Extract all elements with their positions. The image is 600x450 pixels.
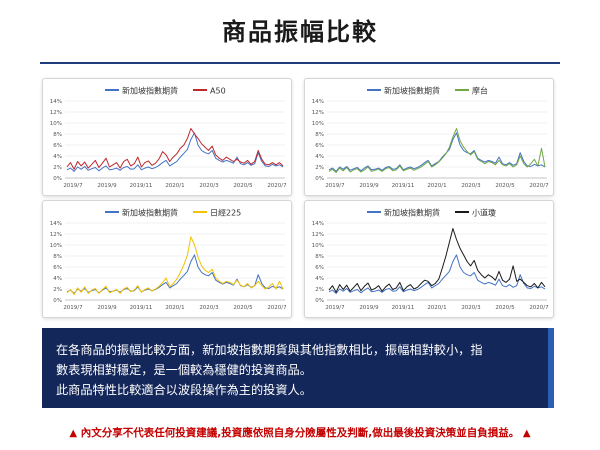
y-tick-label: 4%: [53, 154, 62, 160]
series-line: [328, 228, 546, 293]
x-tick-label: 2019/9: [97, 305, 117, 311]
y-tick-label: 10%: [50, 243, 62, 249]
x-tick-label: 2020/3: [461, 183, 481, 189]
x-tick-label: 2019/7: [63, 183, 83, 189]
x-tick-label: 2020/1: [427, 183, 446, 189]
y-tick-label: 0%: [53, 298, 62, 304]
legend-label: 小道瓊: [472, 208, 496, 218]
chart-msci-taiwan: 新加坡指數期貨 摩台 0% 2% 4% 6% 8% 10% 12% 14% 2019/7 2019/9…: [312, 86, 549, 190]
chart-a50: 新加坡指數期貨 A50 0% 2% 4% 6% 8% 10% 12% 14% 2019/7 2019/…: [50, 86, 287, 190]
legend-label: 日經225: [210, 208, 241, 218]
y-tick-label: 0%: [315, 176, 324, 182]
x-tick-label: 2020/1: [165, 183, 184, 189]
x-tick-label: 2020/5: [495, 183, 515, 189]
summary-line-3: 此商品特性比較適合以波段操作為主的投資人。: [56, 383, 312, 397]
y-tick-label: 8%: [53, 132, 62, 138]
x-tick-label: 2019/7: [325, 183, 345, 189]
y-tick-label: 6%: [53, 143, 62, 149]
y-tick-label: 10%: [50, 121, 62, 127]
y-tick-label: 0%: [315, 298, 324, 304]
y-tick-label: 6%: [315, 265, 324, 271]
y-tick-label: 12%: [50, 110, 62, 116]
y-tick-label: 14%: [50, 221, 62, 227]
chart-legend: 新加坡指數期貨 A50: [105, 86, 226, 96]
disclaimer-text: 內文分享不代表任何投資建議,投資應依照自身分險屬性及判斷,做出最後投資決策並自負…: [80, 427, 520, 439]
legend-label: A50: [210, 87, 226, 96]
x-tick-label: 2019/11: [392, 305, 415, 311]
x-tick-label: 2020/3: [461, 305, 481, 311]
x-tick-label: 2020/5: [233, 183, 253, 189]
x-tick-label: 2019/11: [392, 183, 415, 189]
x-tick-label: 2020/3: [199, 305, 219, 311]
y-tick-label: 12%: [50, 232, 62, 238]
x-tick-label: 2019/7: [63, 305, 83, 311]
y-tick-label: 12%: [312, 110, 324, 116]
summary-line-1: 在各商品的振幅比較方面，新加坡指數期貨與其他指數相比，振幅相對較小，指: [56, 343, 483, 357]
y-tick-label: 6%: [53, 265, 62, 271]
chart-panel-msci-taiwan: 新加坡指數期貨 摩台 0% 2% 4% 6% 8% 10% 12% 14% 2019/7 2019/9…: [304, 78, 554, 196]
y-tick-label: 2%: [53, 165, 62, 171]
y-tick-label: 10%: [312, 243, 324, 249]
y-tick-label: 0%: [53, 176, 62, 182]
y-tick-label: 4%: [53, 276, 62, 282]
legend-label: 新加坡指數期貨: [384, 208, 440, 218]
chart-legend: 新加坡指數期貨 摩台: [367, 86, 488, 96]
x-tick-label: 2020/7: [267, 183, 287, 189]
chart-panel-mini-dow: 新加坡指數期貨 小道瓊 0% 2% 4% 6% 8% 10% 12% 14% 2019/7 2019/…: [304, 200, 554, 318]
x-tick-label: 2020/5: [495, 305, 515, 311]
y-tick-label: 6%: [315, 143, 324, 149]
chart-panel-nikkei: 新加坡指數期貨 日經225 0% 2% 4% 6% 8% 10% 12% 14% 2019/7 201…: [42, 200, 292, 318]
header-divider: [40, 62, 560, 64]
x-tick-label: 2020/1: [165, 305, 184, 311]
y-tick-label: 8%: [53, 254, 62, 260]
y-tick-label: 8%: [315, 132, 324, 138]
x-tick-label: 2020/3: [199, 183, 219, 189]
summary-box: 在各商品的振幅比較方面，新加坡指數期貨與其他指數相比，振幅相對較小，指 數表現相…: [42, 328, 554, 408]
y-tick-label: 12%: [312, 232, 324, 238]
disclaimer: ▲ 內文分享不代表任何投資建議,投資應依照自身分險屬性及判斷,做出最後投資決策並…: [0, 425, 600, 440]
warning-icon: ▲: [522, 428, 531, 439]
series-line: [328, 128, 546, 173]
series-line: [66, 236, 284, 295]
legend-label: 新加坡指數期貨: [384, 86, 440, 96]
x-tick-label: 2019/11: [130, 183, 153, 189]
x-tick-label: 2019/7: [325, 305, 345, 311]
y-tick-label: 2%: [315, 165, 324, 171]
x-tick-label: 2019/9: [359, 183, 379, 189]
page-title: 商品振幅比較: [222, 18, 378, 46]
y-tick-label: 4%: [315, 154, 324, 160]
summary-line-2: 數表現相對穩定，是一個較為穩健的投資商品。: [56, 363, 312, 377]
chart-panel-a50: 新加坡指數期貨 A50 0% 2% 4% 6% 8% 10% 12% 14% 2019/7 2019/…: [42, 78, 292, 196]
legend-label: 新加坡指數期貨: [122, 86, 178, 96]
y-tick-label: 14%: [312, 99, 324, 105]
chart-legend: 新加坡指數期貨 小道瓊: [367, 208, 496, 218]
series-line: [66, 132, 284, 172]
y-tick-label: 14%: [312, 221, 324, 227]
x-tick-label: 2019/9: [359, 305, 379, 311]
x-tick-label: 2019/11: [130, 305, 153, 311]
chart-legend: 新加坡指數期貨 日經225: [105, 208, 241, 218]
series-line: [328, 132, 546, 172]
chart-mini-dow: 新加坡指數期貨 小道瓊 0% 2% 4% 6% 8% 10% 12% 14% 2019/7 2019/…: [312, 208, 549, 312]
legend-label: 新加坡指數期貨: [122, 208, 178, 218]
y-tick-label: 2%: [53, 287, 62, 293]
chart-nikkei: 新加坡指數期貨 日經225 0% 2% 4% 6% 8% 10% 12% 14% 2019/7 201…: [50, 208, 287, 312]
legend-label: 摩台: [472, 86, 488, 96]
y-tick-label: 8%: [315, 254, 324, 260]
x-tick-label: 2020/7: [529, 305, 549, 311]
x-tick-label: 2020/1: [427, 305, 446, 311]
y-tick-label: 2%: [315, 287, 324, 293]
x-tick-label: 2019/9: [97, 183, 117, 189]
y-tick-label: 10%: [312, 121, 324, 127]
series-line: [66, 254, 284, 294]
series-line: [66, 128, 284, 170]
x-tick-label: 2020/7: [267, 305, 287, 311]
series-line: [328, 254, 546, 294]
warning-icon: ▲: [69, 428, 78, 439]
x-tick-label: 2020/5: [233, 305, 253, 311]
y-tick-label: 4%: [315, 276, 324, 282]
x-tick-label: 2020/7: [529, 183, 549, 189]
y-tick-label: 14%: [50, 99, 62, 105]
